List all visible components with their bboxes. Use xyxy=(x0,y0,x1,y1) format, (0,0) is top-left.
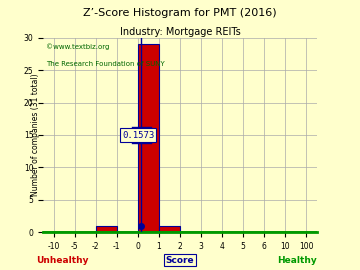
Bar xyxy=(159,226,180,232)
Text: Healthy: Healthy xyxy=(277,256,317,265)
Text: ©www.textbiz.org: ©www.textbiz.org xyxy=(46,44,109,50)
Text: The Research Foundation of SUNY: The Research Foundation of SUNY xyxy=(46,61,165,67)
Text: 0.1573: 0.1573 xyxy=(122,130,154,140)
Bar xyxy=(138,44,159,232)
Text: Industry: Mortgage REITs: Industry: Mortgage REITs xyxy=(120,27,240,37)
Text: Unhealthy: Unhealthy xyxy=(36,256,89,265)
Text: Z’-Score Histogram for PMT (2016): Z’-Score Histogram for PMT (2016) xyxy=(83,8,277,18)
Bar xyxy=(96,226,117,232)
Y-axis label: Number of companies (31 total): Number of companies (31 total) xyxy=(31,74,40,196)
Text: Score: Score xyxy=(166,256,194,265)
